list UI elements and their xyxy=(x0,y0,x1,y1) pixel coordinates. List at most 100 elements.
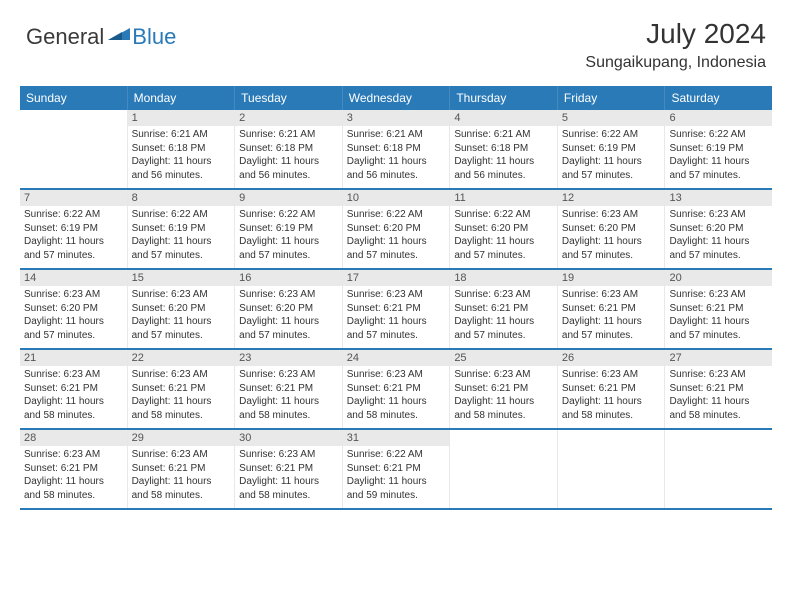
day-number: 1 xyxy=(128,110,235,126)
day-header: Tuesday xyxy=(235,86,343,110)
sunrise-text: Sunrise: 6:22 AM xyxy=(24,208,123,222)
sunrise-text: Sunrise: 6:22 AM xyxy=(669,128,768,142)
sunrise-text: Sunrise: 6:21 AM xyxy=(454,128,553,142)
sunset-text: Sunset: 6:20 PM xyxy=(24,302,123,316)
day-cell: 28Sunrise: 6:23 AMSunset: 6:21 PMDayligh… xyxy=(20,430,128,508)
daylight-text-2: and 57 minutes. xyxy=(454,249,553,263)
day-cell: 20Sunrise: 6:23 AMSunset: 6:21 PMDayligh… xyxy=(665,270,772,348)
day-cell: 12Sunrise: 6:23 AMSunset: 6:20 PMDayligh… xyxy=(558,190,666,268)
daylight-text-2: and 57 minutes. xyxy=(347,329,446,343)
sunrise-text: Sunrise: 6:23 AM xyxy=(562,368,661,382)
sunrise-text: Sunrise: 6:21 AM xyxy=(347,128,446,142)
day-cell: 13Sunrise: 6:23 AMSunset: 6:20 PMDayligh… xyxy=(665,190,772,268)
day-cell: 10Sunrise: 6:22 AMSunset: 6:20 PMDayligh… xyxy=(343,190,451,268)
week-row: 14 Sunrise: 6:23 AM Sunset: 6:20 PM Dayligh… xyxy=(20,270,772,350)
daylight-text-1: Daylight: 11 hours xyxy=(562,315,661,329)
day-number: 14 xyxy=(20,270,127,286)
day-cell xyxy=(450,430,558,508)
sunset-text: Sunset: 6:19 PM xyxy=(24,222,123,236)
daylight-text-2: and 58 minutes. xyxy=(669,409,768,423)
day-header: Friday xyxy=(558,86,666,110)
daylight-text-1: Daylight: 11 hours xyxy=(132,235,231,249)
daylight-text-2: and 57 minutes. xyxy=(239,329,338,343)
day-cell: 14Sunrise: 6:23 AMSunset: 6:20 PMDayligh… xyxy=(20,270,128,348)
day-cell: 6Sunrise: 6:22 AMSunset: 6:19 PMDaylight… xyxy=(665,110,772,188)
logo: General Blue xyxy=(26,24,176,50)
daylight-text-1: Daylight: 11 hours xyxy=(562,155,661,169)
day-body: Sunrise: 6:23 AMSunset: 6:21 PMDaylight:… xyxy=(128,366,235,426)
day-header: Monday xyxy=(128,86,236,110)
sunrise-text: Sunrise: 6:23 AM xyxy=(669,368,768,382)
sunrise-text: Sunrise: 6:23 AM xyxy=(669,208,768,222)
daylight-text-2: and 58 minutes. xyxy=(24,409,123,423)
daylight-text-1: Daylight: 11 hours xyxy=(132,155,231,169)
daylight-text-1: Daylight: 11 hours xyxy=(347,395,446,409)
day-body: Sunrise: 6:23 AMSunset: 6:21 PMDaylight:… xyxy=(558,366,665,426)
location-subtitle: Sungaikupang, Indonesia xyxy=(585,54,766,72)
day-body: Sunrise: 6:23 AMSunset: 6:21 PMDaylight:… xyxy=(558,286,665,346)
sunrise-text: Sunrise: 6:23 AM xyxy=(562,208,661,222)
sunset-text: Sunset: 6:19 PM xyxy=(562,142,661,156)
daylight-text-1: Daylight: 11 hours xyxy=(239,395,338,409)
daylight-text-2: and 58 minutes. xyxy=(347,409,446,423)
day-number: 23 xyxy=(235,350,342,366)
daylight-text-2: and 56 minutes. xyxy=(239,169,338,183)
day-cell: 19Sunrise: 6:23 AMSunset: 6:21 PMDayligh… xyxy=(558,270,666,348)
daylight-text-2: and 58 minutes. xyxy=(132,489,231,503)
sunset-text: Sunset: 6:19 PM xyxy=(669,142,768,156)
daylight-text-2: and 57 minutes. xyxy=(24,249,123,263)
sunset-text: Sunset: 6:21 PM xyxy=(239,462,338,476)
day-cell: 23Sunrise: 6:23 AMSunset: 6:21 PMDayligh… xyxy=(235,350,343,428)
daylight-text-1: Daylight: 11 hours xyxy=(454,395,553,409)
sunset-text: Sunset: 6:21 PM xyxy=(239,382,338,396)
day-number: 17 xyxy=(343,270,450,286)
day-number: 11 xyxy=(450,190,557,206)
day-cell: 25Sunrise: 6:23 AMSunset: 6:21 PMDayligh… xyxy=(450,350,558,428)
day-number: 28 xyxy=(20,430,127,446)
daylight-text-1: Daylight: 11 hours xyxy=(347,155,446,169)
sunrise-text: Sunrise: 6:23 AM xyxy=(24,368,123,382)
day-number: 25 xyxy=(450,350,557,366)
daylight-text-2: and 58 minutes. xyxy=(562,409,661,423)
sunset-text: Sunset: 6:18 PM xyxy=(239,142,338,156)
sunrise-text: Sunrise: 6:23 AM xyxy=(24,448,123,462)
sunrise-text: Sunrise: 6:21 AM xyxy=(132,128,231,142)
daylight-text-1: Daylight: 11 hours xyxy=(669,235,768,249)
daylight-text-2: and 57 minutes. xyxy=(669,169,768,183)
day-body: Sunrise: 6:23 AMSunset: 6:21 PMDaylight:… xyxy=(665,286,772,346)
day-number: 31 xyxy=(343,430,450,446)
sunrise-text: Sunrise: 6:23 AM xyxy=(669,288,768,302)
day-cell: 7Sunrise: 6:22 AMSunset: 6:19 PMDaylight… xyxy=(20,190,128,268)
sunset-text: Sunset: 6:21 PM xyxy=(669,382,768,396)
day-body: Sunrise: 6:23 AMSunset: 6:21 PMDaylight:… xyxy=(665,366,772,426)
sunrise-text: Sunrise: 6:22 AM xyxy=(132,208,231,222)
day-cell: 5Sunrise: 6:22 AMSunset: 6:19 PMDaylight… xyxy=(558,110,666,188)
day-body: Sunrise: 6:23 AMSunset: 6:21 PMDaylight:… xyxy=(343,366,450,426)
day-number: 24 xyxy=(343,350,450,366)
day-number: 7 xyxy=(20,190,127,206)
day-body: Sunrise: 6:23 AMSunset: 6:20 PMDaylight:… xyxy=(665,206,772,266)
sunset-text: Sunset: 6:21 PM xyxy=(132,382,231,396)
day-body: Sunrise: 6:23 AMSunset: 6:20 PMDaylight:… xyxy=(558,206,665,266)
daylight-text-2: and 58 minutes. xyxy=(24,489,123,503)
day-number: 22 xyxy=(128,350,235,366)
daylight-text-1: Daylight: 11 hours xyxy=(454,155,553,169)
day-cell xyxy=(20,110,128,188)
day-body: Sunrise: 6:22 AMSunset: 6:20 PMDaylight:… xyxy=(343,206,450,266)
daylight-text-1: Daylight: 11 hours xyxy=(239,315,338,329)
sunrise-text: Sunrise: 6:23 AM xyxy=(132,368,231,382)
daylight-text-1: Daylight: 11 hours xyxy=(454,235,553,249)
daylight-text-2: and 56 minutes. xyxy=(347,169,446,183)
day-cell: 8Sunrise: 6:22 AMSunset: 6:19 PMDaylight… xyxy=(128,190,236,268)
calendar: SundayMondayTuesdayWednesdayThursdayFrid… xyxy=(20,86,772,510)
daylight-text-2: and 57 minutes. xyxy=(669,329,768,343)
sunset-text: Sunset: 6:20 PM xyxy=(669,222,768,236)
daylight-text-2: and 57 minutes. xyxy=(454,329,553,343)
day-body: Sunrise: 6:22 AMSunset: 6:19 PMDaylight:… xyxy=(558,126,665,186)
day-header-row: SundayMondayTuesdayWednesdayThursdayFrid… xyxy=(20,86,772,110)
daylight-text-2: and 57 minutes. xyxy=(132,329,231,343)
sunset-text: Sunset: 6:21 PM xyxy=(562,302,661,316)
sunset-text: Sunset: 6:21 PM xyxy=(24,462,123,476)
daylight-text-1: Daylight: 11 hours xyxy=(132,315,231,329)
daylight-text-1: Daylight: 11 hours xyxy=(562,235,661,249)
